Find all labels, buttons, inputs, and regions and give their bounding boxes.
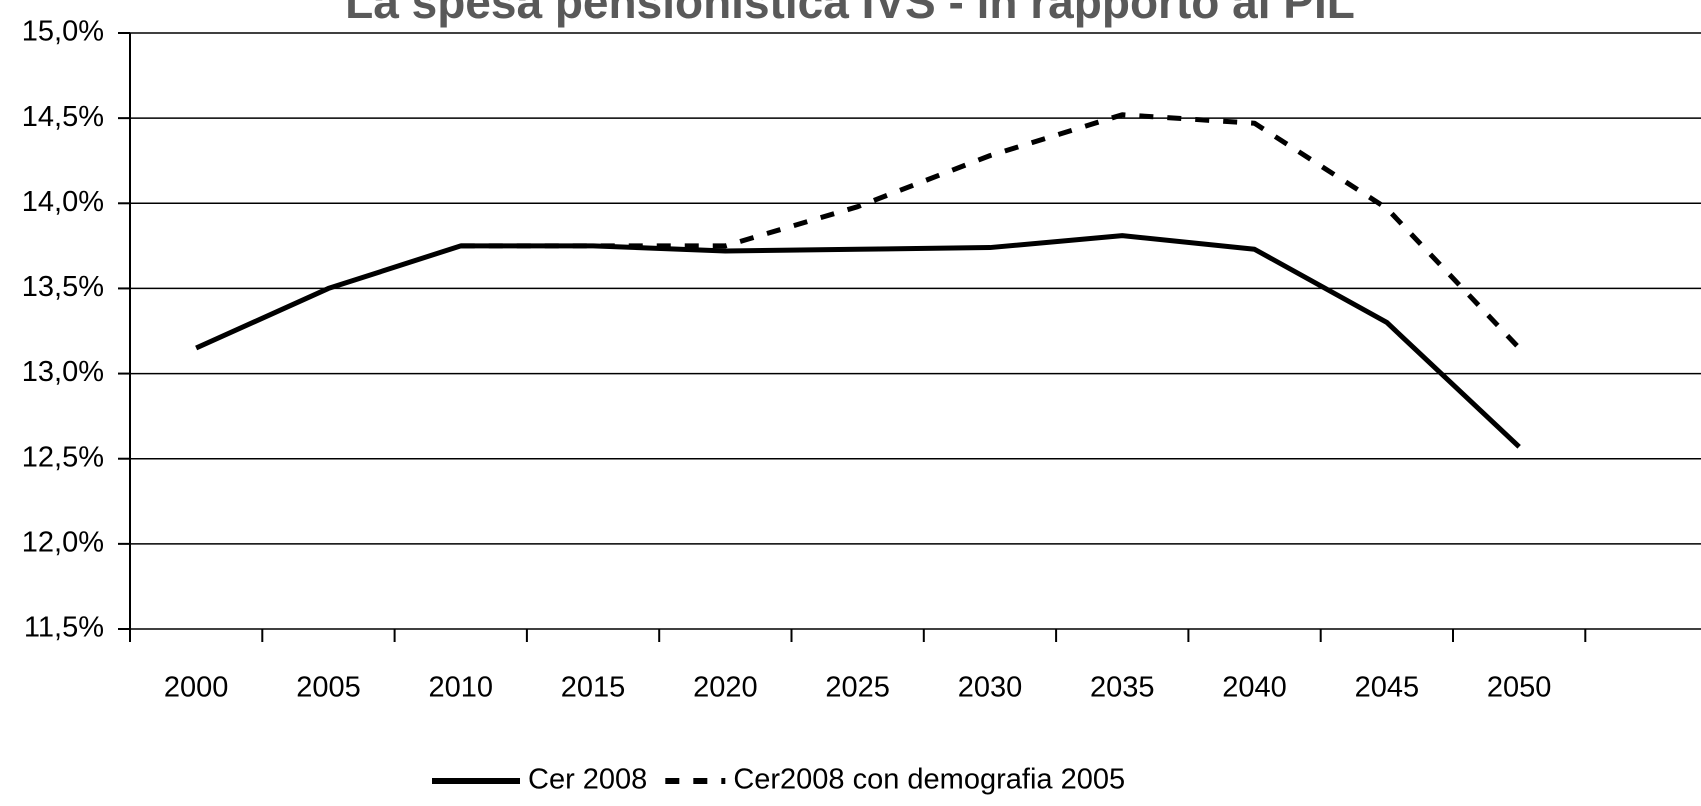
x-tick-label: 2050	[1487, 672, 1552, 704]
x-tick-label: 2035	[1090, 672, 1155, 704]
x-tick-label: 2005	[296, 672, 361, 704]
x-tick-label: 2000	[164, 672, 229, 704]
series-line	[195, 233, 1521, 449]
x-tick-label: 2010	[428, 672, 493, 704]
y-tick-label: 12,0%	[22, 527, 104, 559]
series-line	[460, 112, 1521, 350]
legend-label: Cer 2008	[528, 764, 647, 796]
y-tick-label: 11,5%	[24, 612, 104, 644]
x-tick-label: 2025	[825, 672, 890, 704]
y-tick-label: 14,5%	[22, 101, 104, 133]
legend-label: Cer2008 con demografia 2005	[733, 764, 1125, 796]
y-tick-label: 14,0%	[22, 186, 104, 218]
y-tick-label: 13,5%	[22, 271, 104, 303]
x-tick-label: 2020	[693, 672, 758, 704]
y-tick-label: 13,0%	[22, 356, 104, 388]
x-tick-label: 2040	[1222, 672, 1287, 704]
y-tick-label: 12,5%	[22, 441, 104, 473]
chart-title: La spesa pensionistica IVS - in rapporto…	[345, 0, 1355, 28]
x-tick-label: 2030	[958, 672, 1023, 704]
x-tick-label: 2015	[561, 672, 626, 704]
x-tick-label: 2045	[1355, 672, 1420, 704]
y-tick-label: 15,0%	[22, 16, 104, 48]
